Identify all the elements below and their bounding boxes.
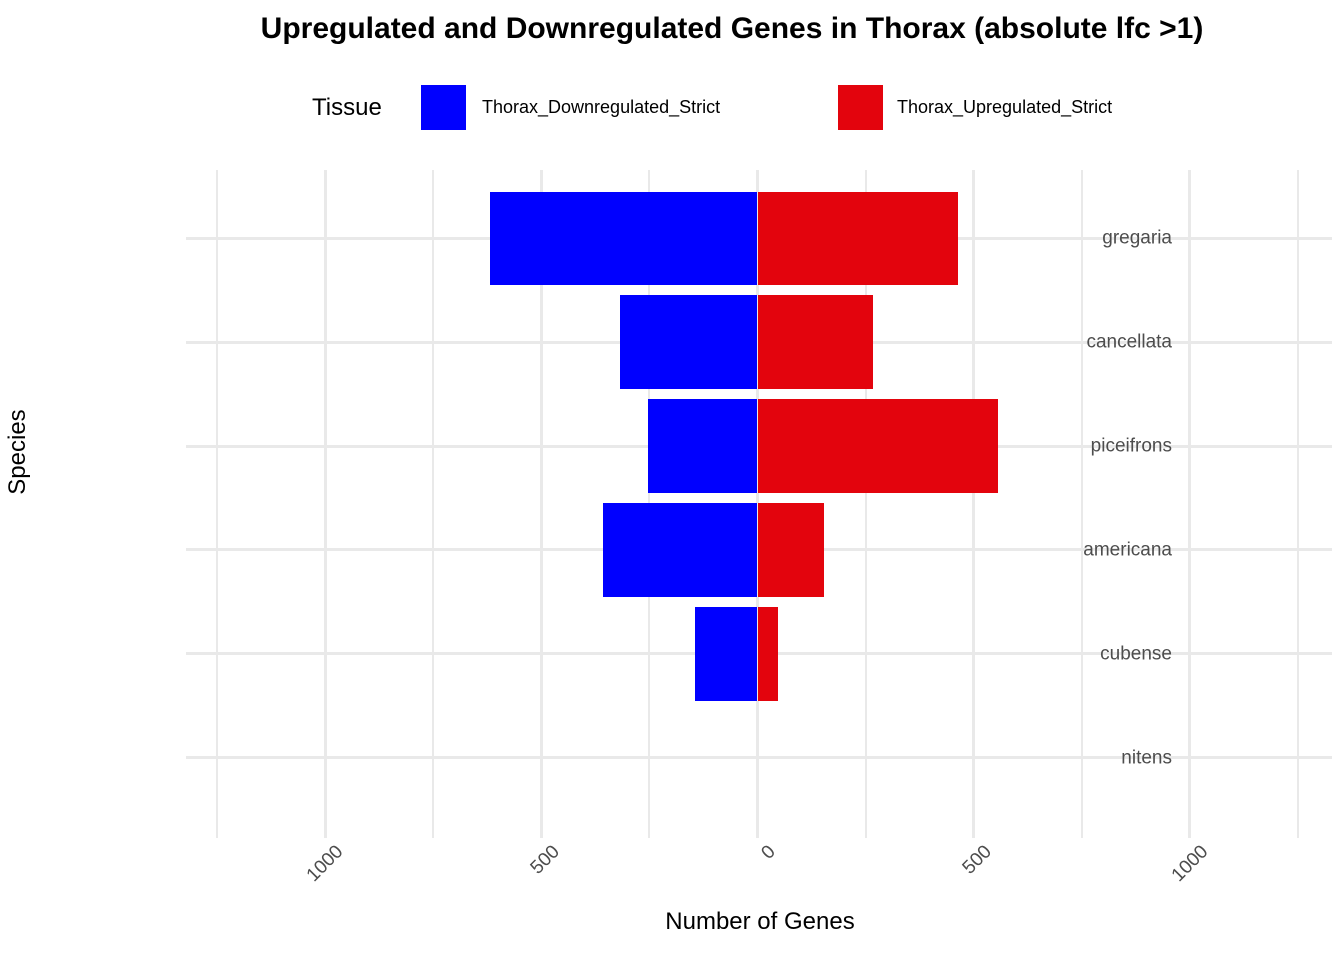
gridline-x-major — [1188, 170, 1192, 838]
y-tick-label-nitens: nitens — [1121, 747, 1172, 769]
y-tick-label-cancellata: cancellata — [1086, 331, 1172, 353]
legend-swatch-downregulated — [421, 85, 466, 130]
legend-title: Tissue — [312, 94, 382, 121]
y-tick-label-cubense: cubense — [1100, 643, 1172, 665]
y-tick-label-gregaria: gregaria — [1102, 227, 1172, 249]
bar-downregulated-piceifrons — [647, 399, 758, 493]
bar-upregulated-piceifrons — [757, 399, 999, 493]
y-tick-label-piceifrons: piceifrons — [1090, 435, 1172, 457]
x-tick-label-1000-0: 1000 — [302, 841, 348, 887]
gridline-x-minor — [1297, 170, 1299, 838]
bar-upregulated-americana — [757, 503, 825, 597]
bar-downregulated-cancellata — [619, 295, 758, 389]
bar-upregulated-cancellata — [757, 295, 873, 389]
gridline-y-major — [186, 756, 1332, 760]
bar-downregulated-cubense — [694, 607, 758, 701]
gridline-x-minor — [432, 170, 435, 838]
bar-downregulated-americana — [603, 503, 758, 597]
x-tick-label-500-1: 500 — [526, 841, 564, 879]
legend-label-downregulated: Thorax_Downregulated_Strict — [482, 97, 721, 117]
gridline-x-minor — [864, 170, 867, 838]
bar-downregulated-gregaria — [489, 191, 758, 286]
bar-upregulated-gregaria — [757, 191, 959, 286]
gridline-x-major — [972, 170, 976, 838]
legend-swatch-upregulated — [838, 85, 883, 130]
bar-upregulated-cubense — [757, 607, 778, 701]
gridline-x-major — [539, 170, 543, 838]
y-tick-label-americana: americana — [1083, 539, 1172, 561]
y-axis-title: Species — [4, 409, 31, 495]
gridline-x-minor — [216, 170, 218, 838]
x-tick-label-0-2: 0 — [757, 841, 780, 864]
chart-title: Upregulated and Downregulated Genes in T… — [260, 12, 1204, 45]
legend-label-upregulated: Thorax_Upregulated_Strict — [897, 97, 1113, 117]
x-tick-label-1000-4: 1000 — [1167, 841, 1213, 887]
x-tick-label-500-3: 500 — [958, 841, 996, 879]
gridline-x-minor — [1080, 170, 1083, 838]
x-axis-title: Number of Genes — [665, 908, 855, 935]
gridline-x-major — [323, 170, 327, 838]
